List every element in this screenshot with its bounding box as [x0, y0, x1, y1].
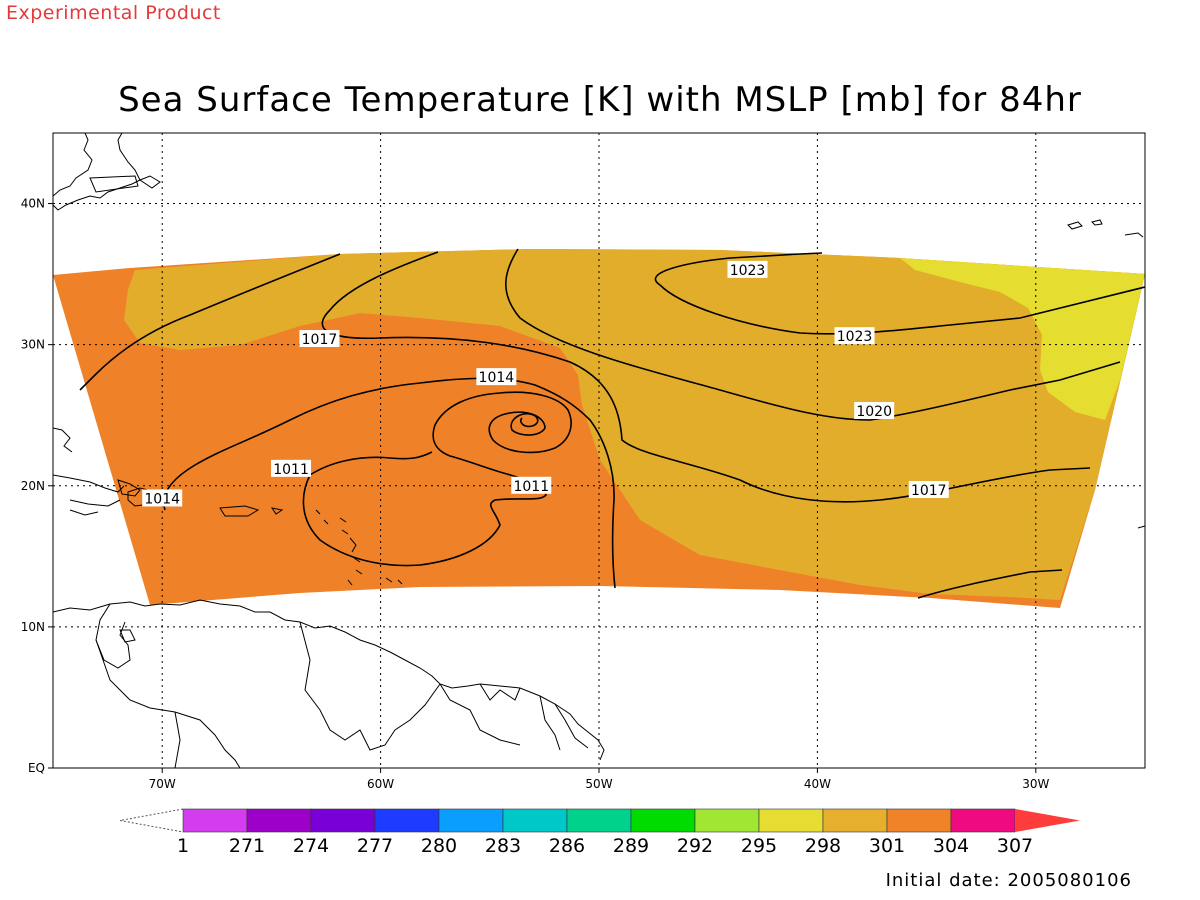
- colorbar-swatch: [374, 808, 440, 833]
- svg-text:1011: 1011: [513, 479, 549, 495]
- lon-tick-label: 50W: [585, 777, 612, 791]
- svg-text:1023: 1023: [837, 329, 873, 345]
- colorbar-arrow-left: [119, 808, 184, 833]
- colorbar-label: 271: [229, 835, 265, 857]
- colorbar-label: 301: [869, 835, 905, 857]
- isobar-1017: [79, 251, 1091, 503]
- colorbar-swatch: [502, 808, 568, 833]
- gridlines: [53, 133, 1145, 768]
- contour-label: 1023: [727, 260, 768, 279]
- colorbar-label: 298: [805, 835, 841, 857]
- colorbar-label: 292: [677, 835, 713, 857]
- colorbar-arrow-right: [1015, 809, 1080, 832]
- colorbar-swatch: [886, 808, 952, 833]
- svg-text:1020: 1020: [856, 404, 892, 420]
- colorbar-swatch: [694, 808, 760, 833]
- contour-label: 1023: [834, 327, 875, 345]
- lat-tick-label: EQ: [28, 761, 45, 775]
- colorbar-label: 295: [741, 835, 777, 857]
- contour-labels: 1023 1023 1020 1017 1017 1014 1011 1011 1014: [142, 260, 949, 507]
- lat-tick-label: 40N: [21, 197, 45, 211]
- latitude-labels: 40N 30N 20N 10N EQ: [21, 197, 53, 775]
- colorbar-label: 283: [485, 835, 521, 857]
- svg-text:1014: 1014: [144, 491, 180, 507]
- colorbar-swatch: [822, 808, 888, 833]
- colorbar-label: 286: [549, 835, 585, 857]
- svg-text:1017: 1017: [302, 332, 338, 348]
- contour-label: 1017: [908, 481, 949, 499]
- colorbar-label: 304: [933, 835, 969, 857]
- sst-region-295-298: [900, 258, 1145, 420]
- svg-text:1014: 1014: [479, 370, 515, 386]
- lat-tick-label: 20N: [21, 479, 45, 493]
- isobar-1014-outer: [163, 377, 616, 589]
- colorbar-swatch: [438, 808, 504, 833]
- lon-tick-label: 60W: [367, 777, 394, 791]
- lat-tick-label: 10N: [21, 620, 45, 634]
- svg-text:1017: 1017: [911, 483, 947, 499]
- contour-label: 1014: [142, 489, 183, 507]
- colorbar-label: 307: [997, 835, 1033, 857]
- lon-tick-label: 30W: [1022, 777, 1049, 791]
- isobar-1011-west: [309, 451, 433, 476]
- contour-label: 1014: [476, 368, 517, 386]
- contour-label: 1011: [271, 459, 312, 478]
- colorbar-swatch: [758, 808, 824, 833]
- colorbar-swatch: [950, 808, 1016, 833]
- sst-region-298-301: [124, 249, 1145, 600]
- svg-text:1023: 1023: [730, 263, 766, 279]
- colorbar-label: 289: [613, 835, 649, 857]
- contour-label: 1011: [511, 476, 552, 495]
- isobar-1023: [654, 252, 1145, 335]
- colorbar-label: 1: [177, 835, 189, 857]
- chart-title: Sea Surface Temperature [K] with MSLP [m…: [118, 80, 1082, 120]
- isobar-1017-south: [917, 569, 1063, 599]
- lon-tick-label: 70W: [149, 777, 176, 791]
- lat-tick-label: 30N: [21, 338, 45, 352]
- colorbar-swatch: [182, 808, 248, 833]
- contour-label: 1020: [854, 401, 895, 420]
- colorbar-swatch: [630, 808, 696, 833]
- colorbar-label: 280: [421, 835, 457, 857]
- contour-label: 1017: [299, 330, 340, 348]
- svg-text:1011: 1011: [273, 462, 309, 478]
- longitude-labels: 70W 60W 50W 40W 30W: [149, 768, 1049, 791]
- experimental-product-label: Experimental Product: [6, 2, 221, 24]
- colorbar: 1 271 274 277 280 283 286 289 292 295 298 301 304 307: [119, 808, 1080, 857]
- isobar-1011: [302, 391, 572, 567]
- mslp-isobars: [79, 248, 1145, 599]
- initial-date-label: Initial date: 2005080106: [885, 870, 1132, 891]
- lon-tick-label: 40W: [804, 777, 831, 791]
- colorbar-swatch: [246, 808, 312, 833]
- colorbar-label: 274: [293, 835, 329, 857]
- isobar-1020: [505, 248, 1121, 421]
- colorbar-swatch: [310, 808, 376, 833]
- colorbar-swatch: [566, 808, 632, 833]
- colorbar-label: 277: [357, 835, 393, 857]
